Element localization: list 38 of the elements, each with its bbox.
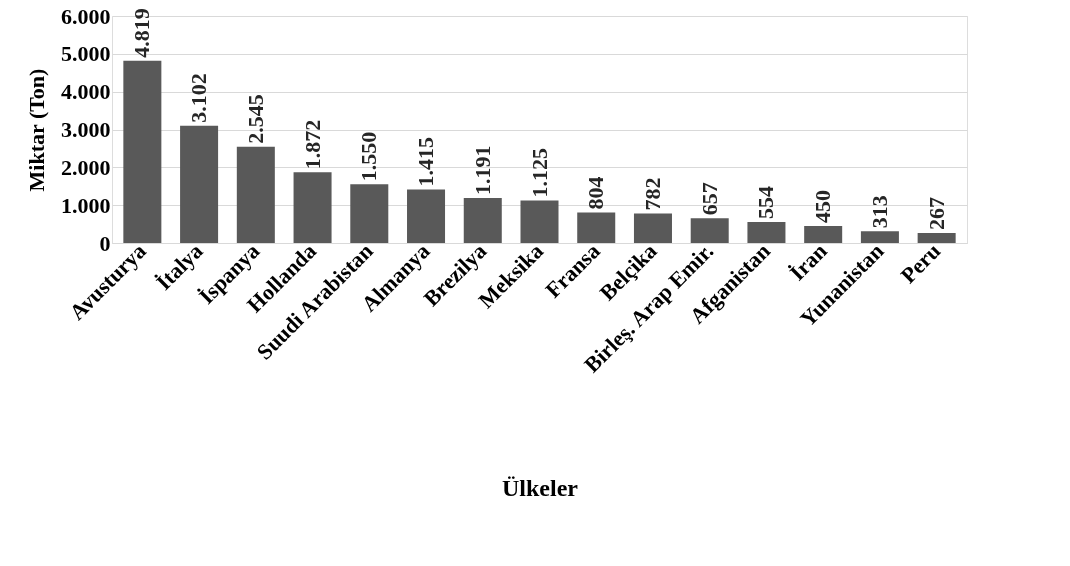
bar [180,125,219,243]
bar [123,60,162,243]
y-axis-title: Miktar (Ton) [24,68,49,192]
y-tick-label: 1.000 [61,192,111,218]
y-tick-label: 4.000 [61,79,111,105]
bar [577,212,616,243]
data-label: 4.819 [129,8,155,58]
bar [293,172,332,243]
bar [860,231,899,243]
data-label: 2.545 [242,94,268,144]
bar [690,218,729,243]
data-label: 313 [866,195,892,229]
y-tick-label: 2.000 [61,154,111,180]
data-label: 657 [696,182,722,216]
data-label: 450 [810,189,836,223]
bar [747,222,786,243]
bar [804,225,843,243]
y-tick-label: 5.000 [61,41,111,67]
data-label: 1.550 [356,131,382,182]
data-label: 1.415 [413,136,439,187]
y-tick-label: 6.000 [61,3,111,29]
data-label: 1.191 [469,145,495,195]
bar [633,213,672,243]
y-tick-label: 3.000 [61,117,111,142]
bar [236,146,275,243]
data-label: 554 [753,186,779,220]
data-label: 3.102 [186,73,212,123]
data-label: 267 [923,196,949,230]
bar [407,189,446,243]
x-axis-title: Ülkeler [502,475,579,502]
bar [520,200,559,243]
bar [463,197,502,243]
bar [917,232,956,243]
data-label: 1.125 [526,147,552,198]
data-label: 782 [639,177,665,211]
data-label: 1.872 [299,119,325,170]
bar [350,184,389,243]
data-label: 804 [583,176,609,210]
